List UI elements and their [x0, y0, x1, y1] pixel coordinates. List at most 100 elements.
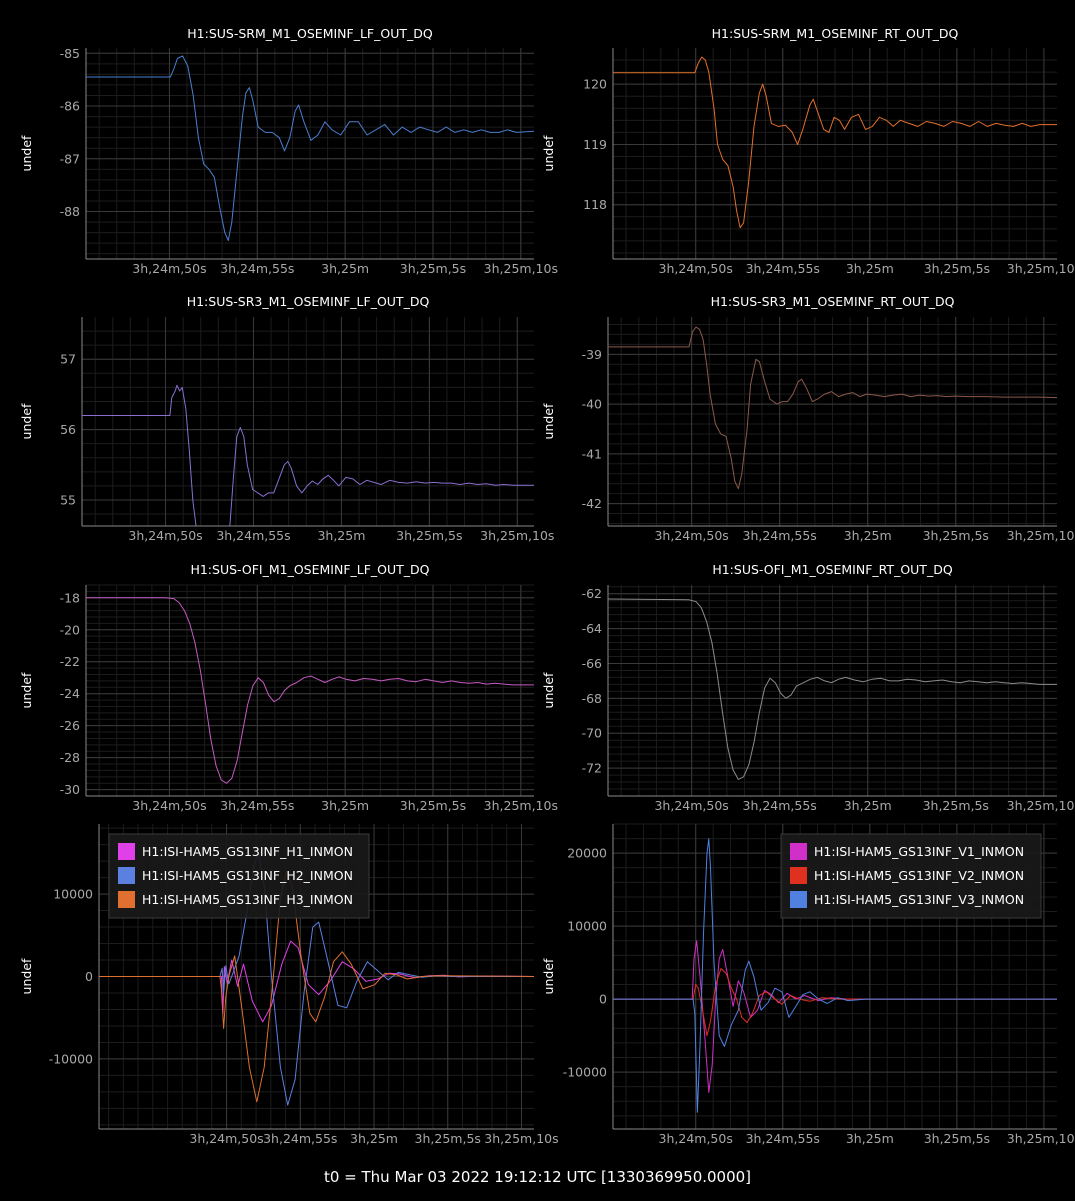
x-tick-label: 3h,25m [846, 1131, 894, 1146]
y-tick-label: -64 [582, 621, 602, 636]
y-tick-label: 118 [583, 197, 607, 212]
y-tick-label: 57 [60, 352, 76, 367]
y-tick-label: 55 [60, 492, 76, 507]
y-tick-label: 10000 [567, 919, 607, 934]
y-tick-label: 0 [599, 992, 607, 1007]
x-tick-label: 3h,24m,50s [189, 1131, 263, 1146]
x-tick-label: 3h,25m,10s [484, 798, 558, 813]
x-tick-label: 3h,25m,10s [480, 528, 554, 543]
plot-title: H1:SUS-SRM_M1_OSEMINF_LF_OUT_DQ [187, 26, 433, 41]
legend-swatch [118, 843, 135, 860]
x-tick-label: 3h,24m,55s [263, 1131, 337, 1146]
x-tick-label: 3h,25m,10s [484, 1131, 558, 1146]
y-tick-label: -10000 [563, 1065, 607, 1080]
series-line [82, 384, 197, 526]
x-tick-label: 3h,25m,5s [415, 1131, 481, 1146]
plot-title: H1:SUS-OFI_M1_OSEMINF_LF_OUT_DQ [190, 562, 429, 577]
legend-box [108, 833, 370, 919]
y-tick-label: -20 [60, 622, 80, 637]
legend: H1:ISI-HAM5_GS13INF_V1_INMON H1:ISI-HAM5_… [780, 833, 1042, 919]
y-axis-label: undef [541, 403, 556, 439]
plot-title: H1:SUS-OFI_M1_OSEMINF_RT_OUT_DQ [712, 562, 952, 577]
x-tick-label: 3h,25m,10s [1007, 798, 1075, 813]
x-tick-label: 3h,24m,50s [132, 261, 206, 276]
x-tick-label: 3h,24m,55s [743, 798, 817, 813]
x-tick-label: 3h,25m,5s [400, 798, 466, 813]
legend-swatch [790, 843, 807, 860]
x-tick-label: 3h,25m [844, 528, 892, 543]
legend-label: H1:ISI-HAM5_GS13INF_V1_INMON [814, 844, 1024, 859]
y-tick-label: 119 [583, 137, 607, 152]
plot-p4: 3h,24m,50s 3h,24m,55s 3h,25m 3h,25m,5s 3h,25… [541, 294, 1075, 543]
plot-p1: 3h,24m,50s 3h,24m,55s 3h,25m 3h,25m,5s 3h,25… [19, 26, 558, 276]
x-tick-label: 3h,25m,10s [484, 261, 558, 276]
y-tick-label: 0 [85, 969, 93, 984]
legend-swatch [790, 867, 807, 884]
y-tick-label: -40 [582, 397, 602, 412]
x-tick-label: 3h,25m,5s [923, 528, 989, 543]
y-axis-label: undef [541, 958, 556, 994]
x-tick-label: 3h,25m,5s [924, 1131, 990, 1146]
series-line [608, 598, 1057, 780]
x-tick-label: 3h,24m,50s [654, 798, 728, 813]
x-tick-label: 3h,24m,55s [220, 798, 294, 813]
y-axis-label: undef [19, 958, 34, 994]
x-tick-label: 3h,25m,5s [923, 798, 989, 813]
y-axis-label: undef [19, 135, 34, 171]
y-axis-label: undef [19, 672, 34, 708]
y-tick-label: 56 [60, 422, 76, 437]
y-tick-label: 120 [583, 77, 607, 92]
x-tick-label: 3h,25m [846, 261, 894, 276]
y-tick-label: -70 [582, 726, 602, 741]
legend-label: H1:ISI-HAM5_GS13INF_H1_INMON [142, 844, 353, 859]
plot-title: H1:SUS-SRM_M1_OSEMINF_RT_OUT_DQ [712, 26, 959, 41]
series-line [86, 55, 534, 241]
y-tick-label: -88 [60, 204, 80, 219]
y-tick-label: -66 [582, 656, 602, 671]
x-tick-label: 3h,25m,5s [400, 261, 466, 276]
x-tick-label: 3h,24m,55s [743, 528, 817, 543]
x-tick-label: 3h,24m,50s [128, 528, 202, 543]
x-tick-label: 3h,24m,55s [220, 261, 294, 276]
legend-label: H1:ISI-HAM5_GS13INF_V2_INMON [814, 868, 1024, 883]
series-line [229, 427, 534, 526]
plot-title: H1:SUS-SR3_M1_OSEMINF_RT_OUT_DQ [711, 294, 955, 309]
plot-p2: 3h,24m,50s 3h,24m,55s 3h,25m 3h,25m,5s 3h,25… [541, 26, 1075, 276]
y-tick-label: 20000 [567, 846, 607, 861]
legend-swatch [118, 891, 135, 908]
y-tick-label: -10000 [49, 1051, 93, 1066]
x-tick-label: 3h,24m,55s [746, 261, 820, 276]
t0-footer: t0 = Thu Mar 03 2022 19:12:12 UTC [13303… [323, 1168, 752, 1186]
legend-swatch [790, 891, 807, 908]
x-tick-label: 3h,25m [844, 798, 892, 813]
legend-label: H1:ISI-HAM5_GS13INF_H2_INMON [142, 868, 353, 883]
y-tick-label: -72 [582, 761, 602, 776]
legend-label: H1:ISI-HAM5_GS13INF_H3_INMON [142, 892, 353, 907]
y-tick-label: 10000 [53, 887, 93, 902]
y-axis-label: undef [541, 135, 556, 171]
plot-p8: 3h,24m,50s 3h,24m,55s 3h,25m 3h,25m,5s 3h,25… [541, 823, 1075, 1146]
x-tick-label: 3h,25m [321, 261, 369, 276]
series-line-H1:ISI-HAM5_GS13INF_V2_INMON [613, 968, 1057, 1037]
plot-p6: 3h,24m,50s 3h,24m,55s 3h,25m 3h,25m,5s 3h,25… [541, 562, 1075, 813]
y-tick-label: -42 [582, 496, 602, 511]
y-tick-label: -18 [60, 590, 80, 605]
y-tick-label: -26 [60, 718, 80, 733]
x-tick-label: 3h,25m,10s [1007, 261, 1075, 276]
plot-title: H1:SUS-SR3_M1_OSEMINF_LF_OUT_DQ [187, 294, 430, 309]
y-tick-label: -87 [60, 151, 80, 166]
series-line-H1:ISI-HAM5_GS13INF_H3_INMON [99, 870, 534, 1103]
plot-p7: 3h,24m,50s 3h,24m,55s 3h,25m 3h,25m,5s 3h,25… [19, 824, 559, 1146]
y-tick-label: -30 [60, 782, 80, 797]
series-line [608, 326, 1057, 490]
y-tick-label: -85 [60, 46, 80, 61]
series-line [86, 597, 534, 784]
y-tick-label: -39 [582, 347, 602, 362]
plot-p5: 3h,24m,50s 3h,24m,55s 3h,25m 3h,25m,5s 3h,25… [19, 562, 558, 813]
x-tick-label: 3h,25m [350, 1131, 398, 1146]
x-tick-label: 3h,24m,50s [659, 261, 733, 276]
legend-swatch [118, 867, 135, 884]
x-tick-label: 3h,24m,55s [216, 528, 290, 543]
x-tick-label: 3h,25m,10s [1007, 528, 1075, 543]
